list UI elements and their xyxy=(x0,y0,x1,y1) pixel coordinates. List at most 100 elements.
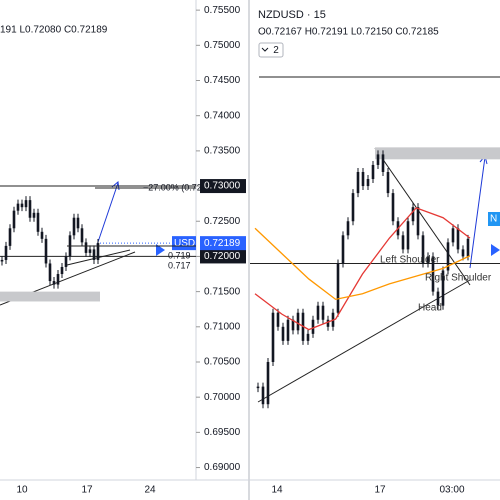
candle xyxy=(316,305,320,320)
edge-badge xyxy=(488,212,500,226)
candle xyxy=(416,207,420,236)
candle xyxy=(306,333,310,341)
level-label: 0.73000 xyxy=(204,181,241,192)
candle xyxy=(321,305,325,320)
supply-zone xyxy=(0,291,100,302)
symbol-fragment: USD xyxy=(174,238,195,249)
candle xyxy=(60,266,64,275)
time-label: 17 xyxy=(374,485,386,496)
candle xyxy=(64,256,68,267)
trend-line xyxy=(374,147,471,286)
candle xyxy=(426,256,430,264)
candle xyxy=(441,270,445,306)
time-label: 10 xyxy=(16,485,28,496)
candle xyxy=(346,221,350,236)
trend-line xyxy=(257,279,471,403)
candle xyxy=(411,207,415,222)
candle xyxy=(456,228,460,250)
pattern-label: Right Shoulder xyxy=(425,273,492,284)
price-label: 0.70500 xyxy=(204,357,241,368)
candle xyxy=(271,312,275,362)
candle xyxy=(446,242,450,271)
candle xyxy=(286,319,290,341)
candle xyxy=(431,256,435,292)
candle xyxy=(16,203,20,211)
level-badge xyxy=(200,249,246,264)
chevron xyxy=(261,47,269,52)
time-label: 03:00 xyxy=(439,485,464,496)
candle xyxy=(311,319,315,334)
candle xyxy=(4,245,8,260)
nav-icon xyxy=(491,244,500,256)
time-label: 14 xyxy=(271,485,283,496)
candle xyxy=(401,235,405,250)
candle xyxy=(296,312,300,331)
candle xyxy=(336,263,340,313)
symbol: NZDUSD · 15 xyxy=(258,9,326,21)
pattern-label: Left Shoulder xyxy=(380,255,440,266)
edge-label: N xyxy=(490,214,497,225)
candle xyxy=(28,200,32,218)
level-badge xyxy=(200,179,246,194)
candle xyxy=(0,259,4,262)
candle xyxy=(466,238,470,257)
fib-label: 0.719 xyxy=(168,250,191,260)
candle xyxy=(371,164,375,180)
candle xyxy=(386,171,390,194)
candle xyxy=(461,249,465,257)
candle xyxy=(8,228,12,246)
candle xyxy=(84,242,88,253)
price-label: 0.69000 xyxy=(204,462,241,473)
candle xyxy=(366,179,370,187)
price-label: 0.74500 xyxy=(204,75,241,86)
moving-average xyxy=(254,227,471,301)
candle xyxy=(451,228,455,243)
pattern-label: Head xyxy=(418,303,442,314)
candle xyxy=(52,281,56,285)
candle xyxy=(356,171,360,194)
candle xyxy=(80,228,84,243)
candle xyxy=(376,154,380,165)
candle xyxy=(72,217,76,236)
candle xyxy=(24,200,28,208)
last-price-label: 0.72189 xyxy=(204,238,241,249)
time-label: 17 xyxy=(81,485,93,496)
candle xyxy=(266,361,270,405)
candle xyxy=(40,231,44,239)
candle xyxy=(361,171,365,187)
candle xyxy=(256,386,260,389)
candle xyxy=(326,319,330,327)
price-label: 0.72500 xyxy=(204,216,241,227)
candle xyxy=(96,243,100,260)
moving-average xyxy=(254,207,471,331)
candle xyxy=(88,249,92,253)
price-label: 0.69500 xyxy=(204,427,241,438)
candle xyxy=(44,238,48,264)
candle xyxy=(351,193,355,222)
price-label: 0.71500 xyxy=(204,286,241,297)
candle xyxy=(76,217,80,229)
candle xyxy=(436,291,440,306)
nav-icon xyxy=(156,244,165,256)
collapse-button[interactable] xyxy=(258,42,284,58)
candle xyxy=(48,263,52,282)
candle xyxy=(20,203,24,208)
price-label: 0.70000 xyxy=(204,392,241,403)
last-price-badge xyxy=(200,236,246,251)
candle xyxy=(291,319,295,331)
candle xyxy=(421,235,425,264)
candle xyxy=(12,210,16,229)
ohlc: O0.72167 H0.72191 L0.72150 C0.72185 xyxy=(258,27,439,38)
candle xyxy=(36,212,40,232)
price-label: 0.71000 xyxy=(204,321,241,332)
left-ohlc: 191 L0.72080 C0.72189 xyxy=(0,25,108,36)
price-label: 0.73500 xyxy=(204,146,241,157)
price-label: 0.75500 xyxy=(204,5,241,16)
price-label: 0.74000 xyxy=(204,110,241,121)
candle xyxy=(276,312,280,327)
candle xyxy=(32,212,36,218)
candle xyxy=(406,221,410,250)
candle xyxy=(92,249,96,260)
collapse-count: 2 xyxy=(273,45,279,56)
